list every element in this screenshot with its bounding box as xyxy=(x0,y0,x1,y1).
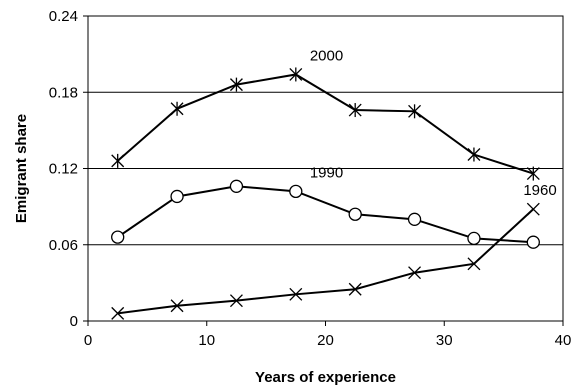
y-axis-title: Emigrant share xyxy=(13,114,30,223)
y-tick-label: 0.24 xyxy=(49,8,78,25)
y-tick-label: 0.06 xyxy=(49,237,78,254)
data-point xyxy=(289,287,303,301)
x-tick-label: 10 xyxy=(198,332,215,349)
x-axis-title: Years of experience xyxy=(255,369,396,386)
data-point xyxy=(408,104,422,119)
data-point xyxy=(348,207,362,221)
data-point xyxy=(526,166,540,181)
data-point xyxy=(526,235,540,249)
y-tick-label: 0 xyxy=(70,313,78,330)
x-tick-label: 40 xyxy=(555,332,572,349)
x-tick-label: 0 xyxy=(84,332,92,349)
series-label-2000: 2000 xyxy=(310,47,343,64)
data-point xyxy=(289,67,303,82)
series-2000: 2000 xyxy=(111,47,540,181)
y-tick-label: 0.12 xyxy=(49,161,78,178)
series-group: 2000 1990 1960 xyxy=(111,47,557,320)
data-point xyxy=(408,266,422,280)
data-point xyxy=(467,257,481,271)
data-point xyxy=(170,101,184,116)
data-point xyxy=(407,212,422,226)
data-point xyxy=(348,103,362,118)
axis-ticks: 0 0.06 0.12 0.18 0.24 0 10 20 30 40 xyxy=(49,8,572,349)
x-tick-label: 30 xyxy=(436,332,453,349)
series-line-1990 xyxy=(117,185,534,244)
data-point xyxy=(467,147,481,162)
data-point xyxy=(229,179,244,193)
x-tick-label: 20 xyxy=(317,332,334,349)
data-point xyxy=(467,231,481,246)
y-tick-label: 0.18 xyxy=(49,84,78,101)
series-line-2000 xyxy=(117,73,534,175)
series-1960: 1960 xyxy=(111,182,557,320)
series-label-1960: 1960 xyxy=(523,182,556,199)
data-point xyxy=(229,77,243,92)
data-point xyxy=(229,294,243,308)
data-point xyxy=(111,153,125,168)
series-1990: 1990 xyxy=(111,164,540,249)
data-point xyxy=(348,282,362,296)
data-point xyxy=(526,202,540,216)
data-point xyxy=(289,184,303,199)
series-label-1990: 1990 xyxy=(310,164,343,181)
series-line-1960 xyxy=(117,208,534,315)
data-point xyxy=(111,306,125,320)
data-point xyxy=(170,189,184,204)
data-point xyxy=(170,299,184,313)
data-point xyxy=(111,230,125,244)
